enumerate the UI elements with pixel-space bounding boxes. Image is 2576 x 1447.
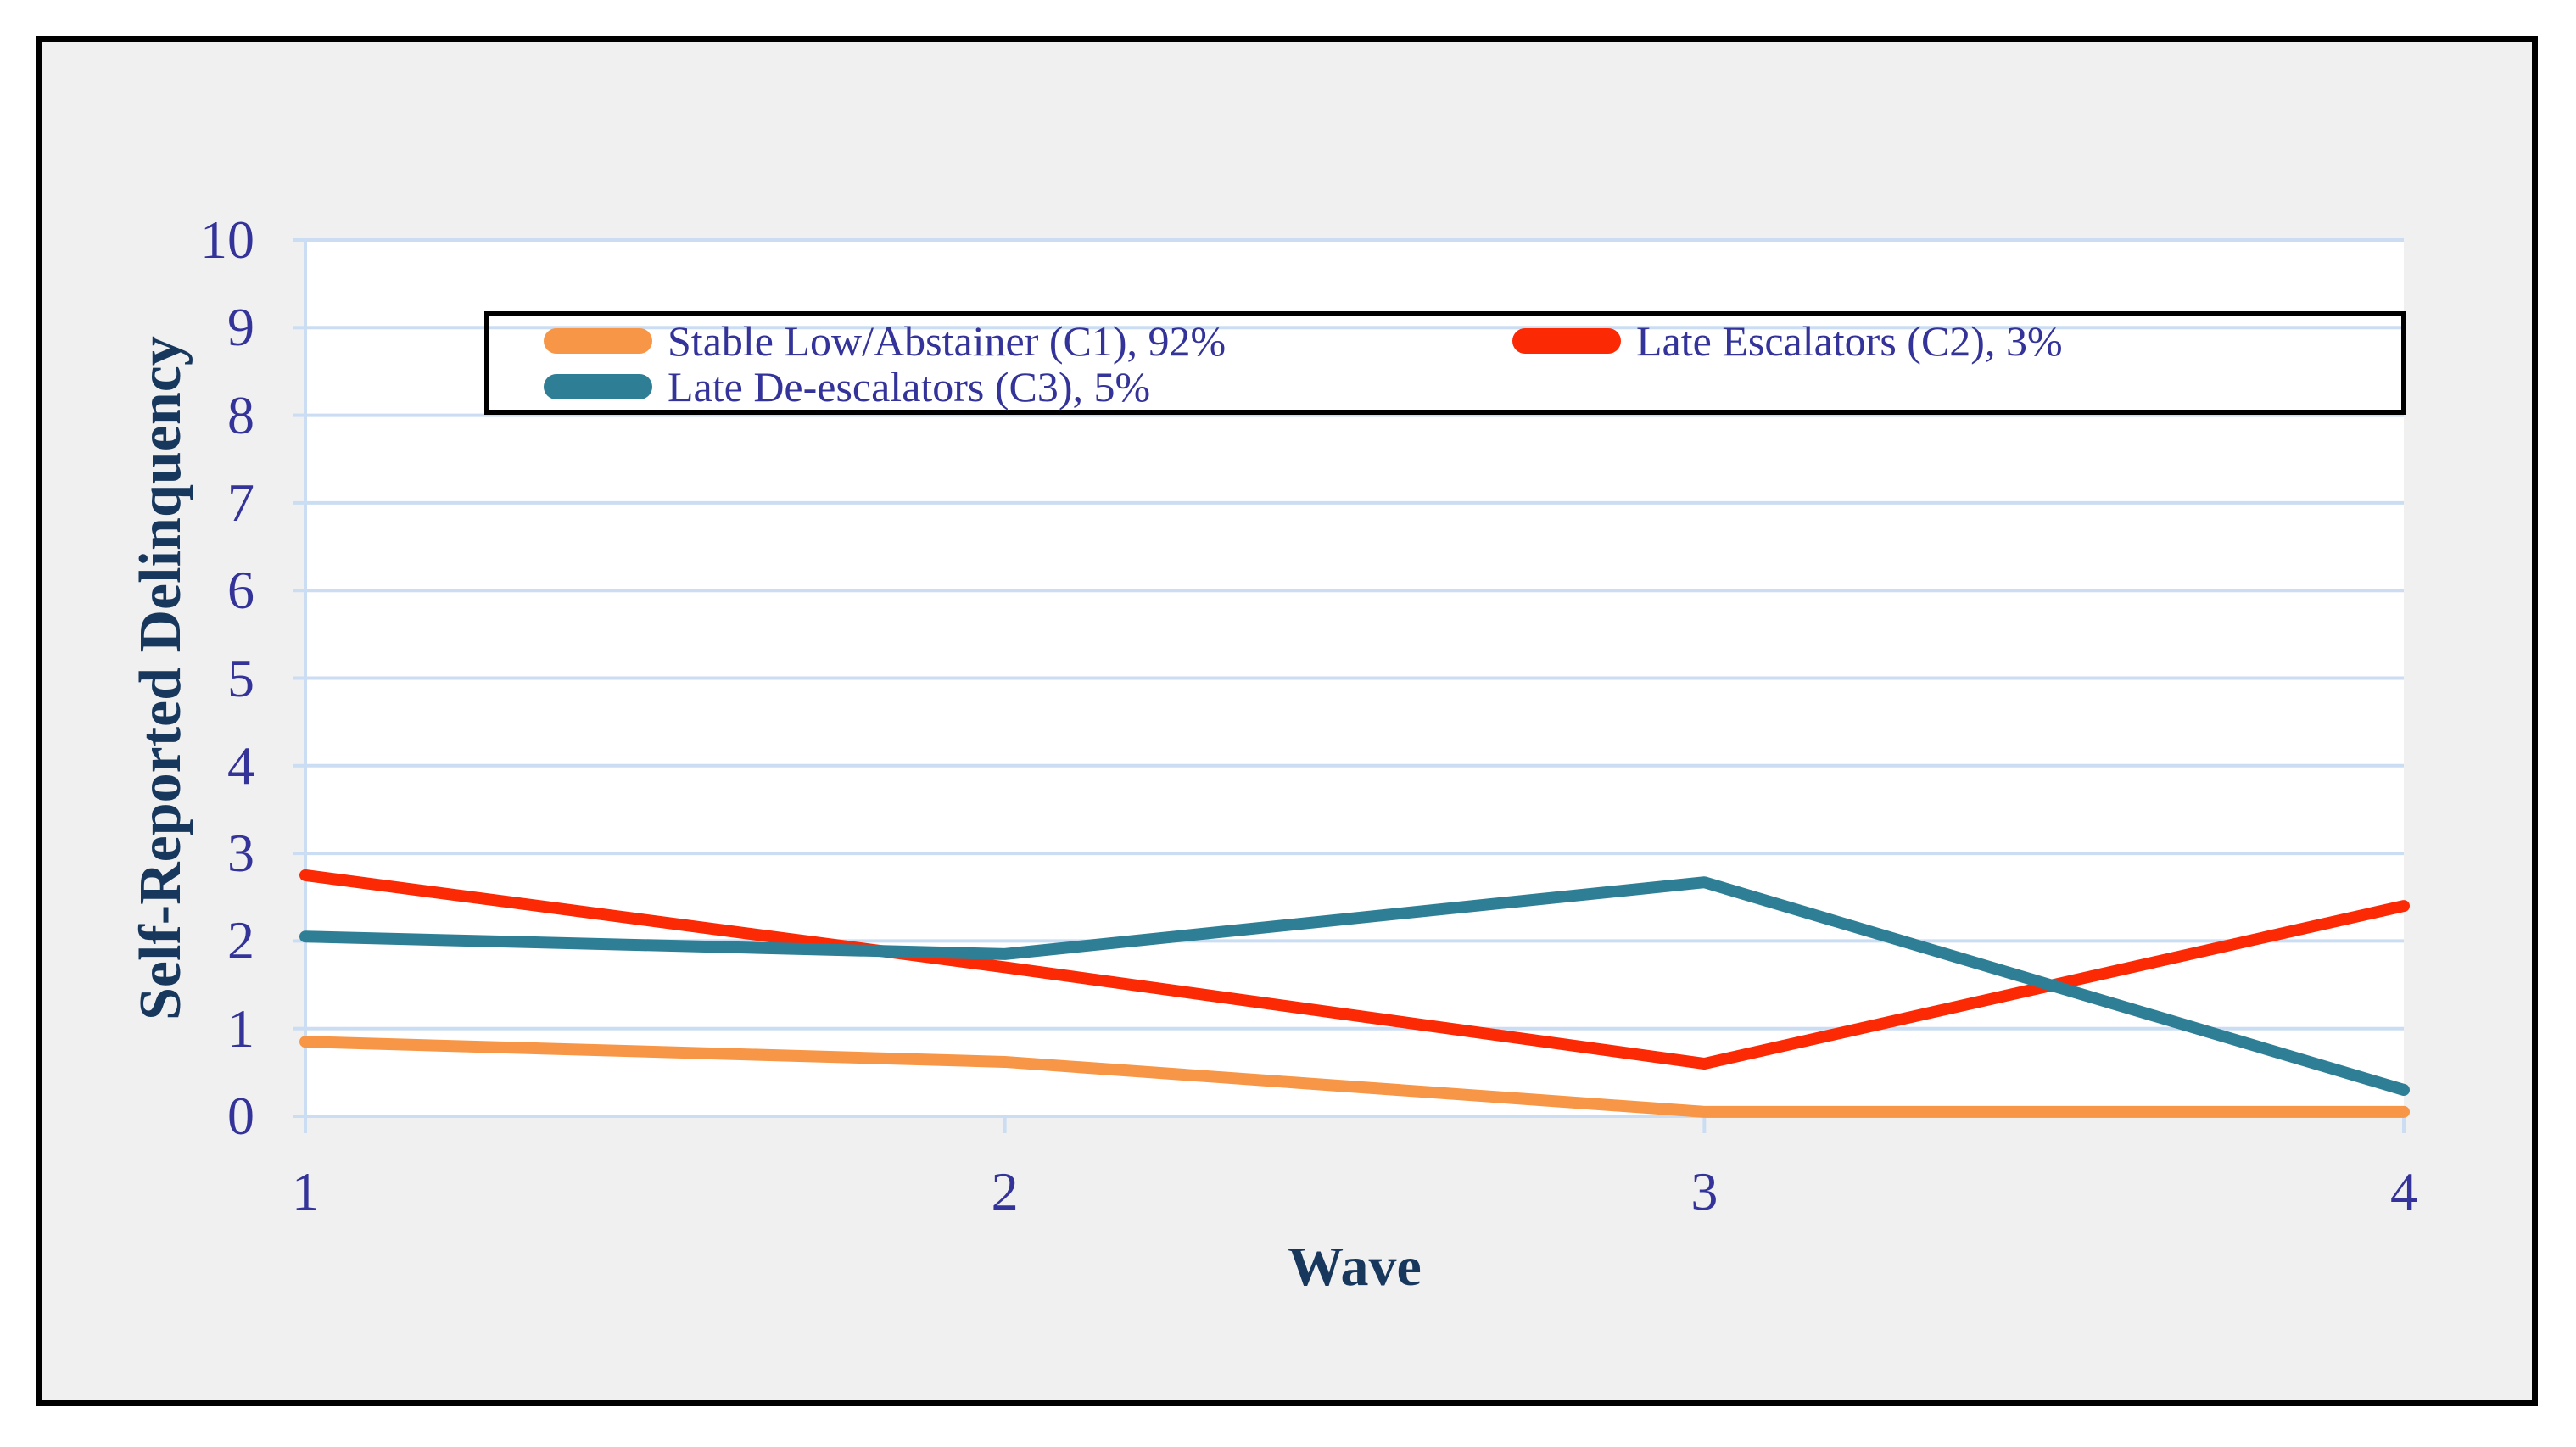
- legend: Stable Low/Abstainer (C1), 92% Late Escal…: [484, 311, 2406, 415]
- legend-swatch-icon: [1512, 328, 1621, 354]
- y-tick-label: 8: [227, 384, 254, 445]
- y-tick-label: 1: [227, 997, 254, 1059]
- legend-item: Late Escalators (C2), 3%: [1512, 318, 2063, 364]
- y-tick-label: 10: [200, 210, 254, 270]
- y-tick-label: 0: [227, 1086, 254, 1146]
- y-axis-title: Self-Reported Delinquency: [128, 336, 193, 1020]
- y-tick-label: 7: [227, 472, 254, 533]
- y-tick-label: 2: [227, 910, 254, 971]
- x-tick-label: 4: [2390, 1161, 2417, 1221]
- x-tick-label: 3: [1690, 1161, 1718, 1221]
- x-tick-label: 2: [991, 1161, 1019, 1221]
- series-line-3: [299, 876, 2410, 1097]
- legend-label: Late Escalators (C2), 3%: [1636, 317, 2063, 365]
- legend-label: Late De-escalators (C3), 5%: [668, 363, 1151, 411]
- x-tick-label: 1: [292, 1161, 319, 1221]
- y-tick-label: 9: [227, 297, 254, 358]
- series-line-1: [299, 1036, 2410, 1118]
- y-tick-label: 3: [227, 823, 254, 884]
- y-tick-label: 6: [227, 560, 254, 621]
- x-axis-title: Wave: [1288, 1236, 1422, 1298]
- legend-item: Late De-escalators (C3), 5%: [544, 364, 1150, 410]
- y-tick-label: 4: [227, 735, 254, 796]
- y-tick-label: 5: [227, 647, 254, 708]
- legend-label: Stable Low/Abstainer (C1), 92%: [668, 317, 1227, 365]
- plot-area: [293, 238, 2410, 1133]
- legend-swatch-icon: [544, 374, 652, 399]
- legend-swatch-icon: [544, 328, 652, 354]
- legend-item: Stable Low/Abstainer (C1), 92%: [544, 318, 1226, 364]
